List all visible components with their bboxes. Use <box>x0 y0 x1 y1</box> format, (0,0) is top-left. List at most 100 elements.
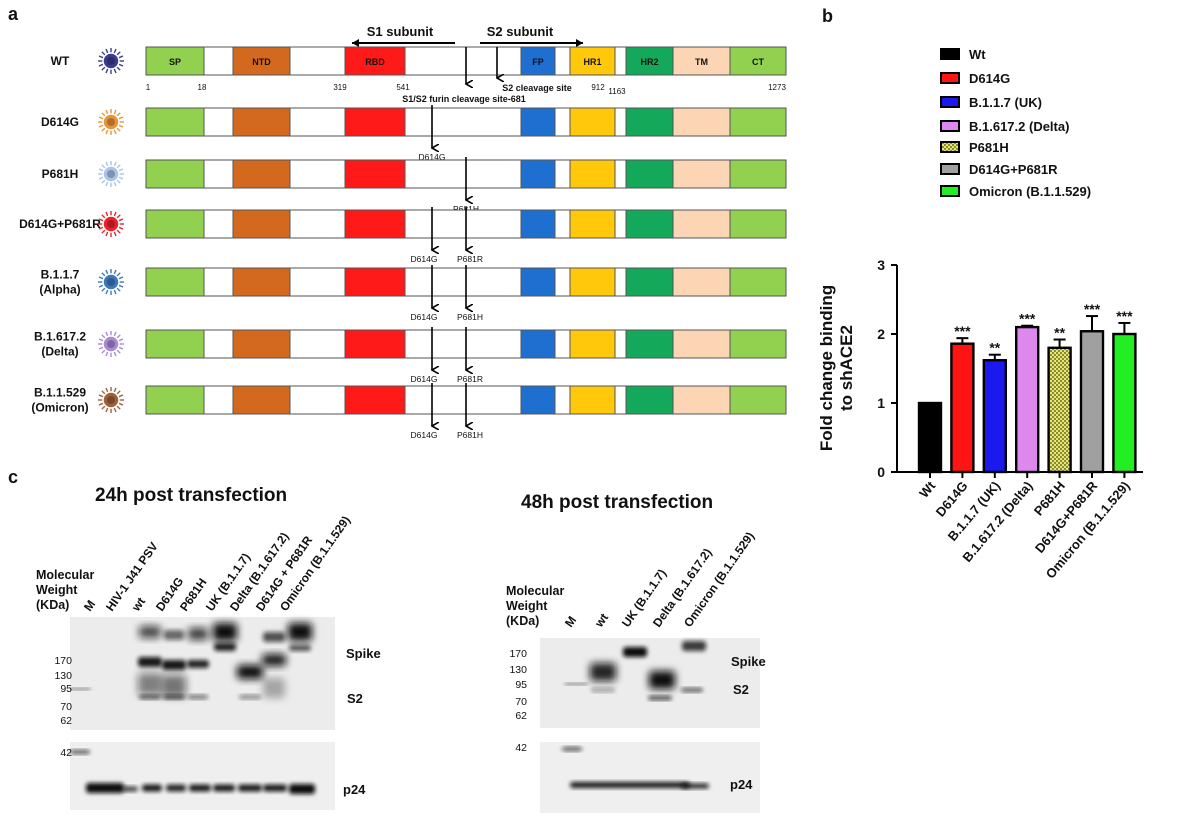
protein-band <box>238 784 262 792</box>
domain-segment <box>232 107 291 137</box>
panel-label-c: c <box>8 467 18 487</box>
domain-label: RBD <box>365 57 385 67</box>
protein-band <box>623 647 647 657</box>
protein-band <box>590 663 616 681</box>
variant-label: D614G <box>41 115 79 129</box>
legend-entry: B.1.1.7 (UK) <box>940 95 1042 110</box>
protein-band <box>188 695 208 699</box>
legend-swatch <box>940 185 960 197</box>
domain-segment <box>520 385 556 415</box>
significance-label: *** <box>954 323 971 339</box>
variant-label: (Delta) <box>41 345 78 359</box>
band-label: S2 <box>347 691 363 706</box>
domain-segment <box>625 159 674 189</box>
legend-label: D614G+P681R <box>969 162 1058 177</box>
domain-segment <box>232 159 291 189</box>
blot-lower <box>540 742 760 813</box>
legend-label: Wt <box>969 47 986 62</box>
domain-segment <box>520 209 556 239</box>
domain-segment <box>145 329 205 359</box>
virus-icon <box>98 109 124 135</box>
variant-label: (Omicron) <box>31 401 88 415</box>
mw-header: (KDa) <box>506 614 539 628</box>
domain-segment <box>145 267 205 297</box>
domain-label: HR2 <box>640 57 658 67</box>
mw-marker: 62 <box>515 710 527 722</box>
band-label: Spike <box>731 654 766 669</box>
domain-segment <box>614 46 627 76</box>
variant-row: B.1.1.7(Alpha) D614G P681H <box>39 265 787 322</box>
variant-row: P681HP681H <box>42 157 787 214</box>
lane-label: M <box>562 613 579 629</box>
variant-label: B.1.1.529 <box>34 386 86 400</box>
domain-segment <box>554 385 571 415</box>
domain-segment <box>232 209 291 239</box>
variant-row: D614G+P681R D614G P681R <box>19 207 787 264</box>
domain-segment <box>344 267 406 297</box>
legend-swatch <box>940 163 960 175</box>
protein-band <box>139 695 161 699</box>
variant-label: (Alpha) <box>39 283 80 297</box>
virus-icon <box>98 269 124 295</box>
protein-band <box>262 654 286 666</box>
domain-label: SP <box>169 57 181 67</box>
virus-icon <box>98 211 124 237</box>
x-tick-label: Wt <box>916 478 939 501</box>
mw-header: (KDa) <box>36 598 69 612</box>
protein-band <box>163 695 185 699</box>
mw-marker: 130 <box>54 670 72 682</box>
residue-position: 18 <box>198 83 207 92</box>
domain-segment <box>569 385 616 415</box>
protein-band <box>214 643 236 651</box>
domain-segment <box>344 329 406 359</box>
domain-segment <box>625 385 674 415</box>
western-blots: 24h post transfection 48h post transfect… <box>36 485 766 813</box>
legend-entry: D614G+P681R <box>940 162 1058 177</box>
domain-segment <box>729 267 787 297</box>
mw-marker: 70 <box>515 696 527 708</box>
significance-label: ** <box>989 340 1000 356</box>
bar <box>1079 330 1105 474</box>
domain-segment <box>625 107 674 137</box>
legend-entry: B.1.617.2 (Delta) <box>940 119 1069 134</box>
domain-segment <box>729 159 787 189</box>
domain-segment <box>554 46 571 76</box>
y-tick-label: 0 <box>877 464 885 480</box>
domain-segment <box>404 267 522 297</box>
mw-header: Weight <box>36 583 78 597</box>
legend-entry: Wt <box>940 47 986 62</box>
mutation-label: D614G <box>411 374 438 384</box>
domain-segment <box>554 209 571 239</box>
domain-segment <box>404 107 522 137</box>
domain-segment <box>145 385 205 415</box>
band-label: Spike <box>346 646 381 661</box>
legend-swatch <box>940 120 960 132</box>
legend-swatch <box>940 48 960 60</box>
domain-segment <box>520 46 556 76</box>
domain-segment <box>569 159 616 189</box>
domain-segment <box>145 159 205 189</box>
domain-segment <box>404 159 522 189</box>
residue-position: 1 <box>146 83 151 92</box>
domain-segment <box>614 209 627 239</box>
mutation-label: P681H <box>457 312 483 322</box>
protein-band <box>682 641 706 651</box>
protein-band <box>138 673 162 695</box>
domain-segment <box>520 107 556 137</box>
mutation-label: D614G <box>411 254 438 264</box>
domain-segment <box>672 107 731 137</box>
protein-band <box>288 623 312 641</box>
domain-segment <box>404 329 522 359</box>
domain-segment <box>625 46 674 76</box>
protein-band <box>263 632 285 642</box>
domain-segment <box>672 159 731 189</box>
mw-header: Molecular <box>506 584 564 598</box>
domain-segment <box>554 267 571 297</box>
protein-band <box>263 678 285 698</box>
domain-segment <box>289 159 346 189</box>
blot-lower <box>70 742 335 810</box>
domain-segment <box>344 46 406 76</box>
binding-bar-chart: Wt D614G B.1.1.7 (UK) B.1.617.2 (Delta) P681… <box>817 47 1143 581</box>
domain-segment <box>289 209 346 239</box>
